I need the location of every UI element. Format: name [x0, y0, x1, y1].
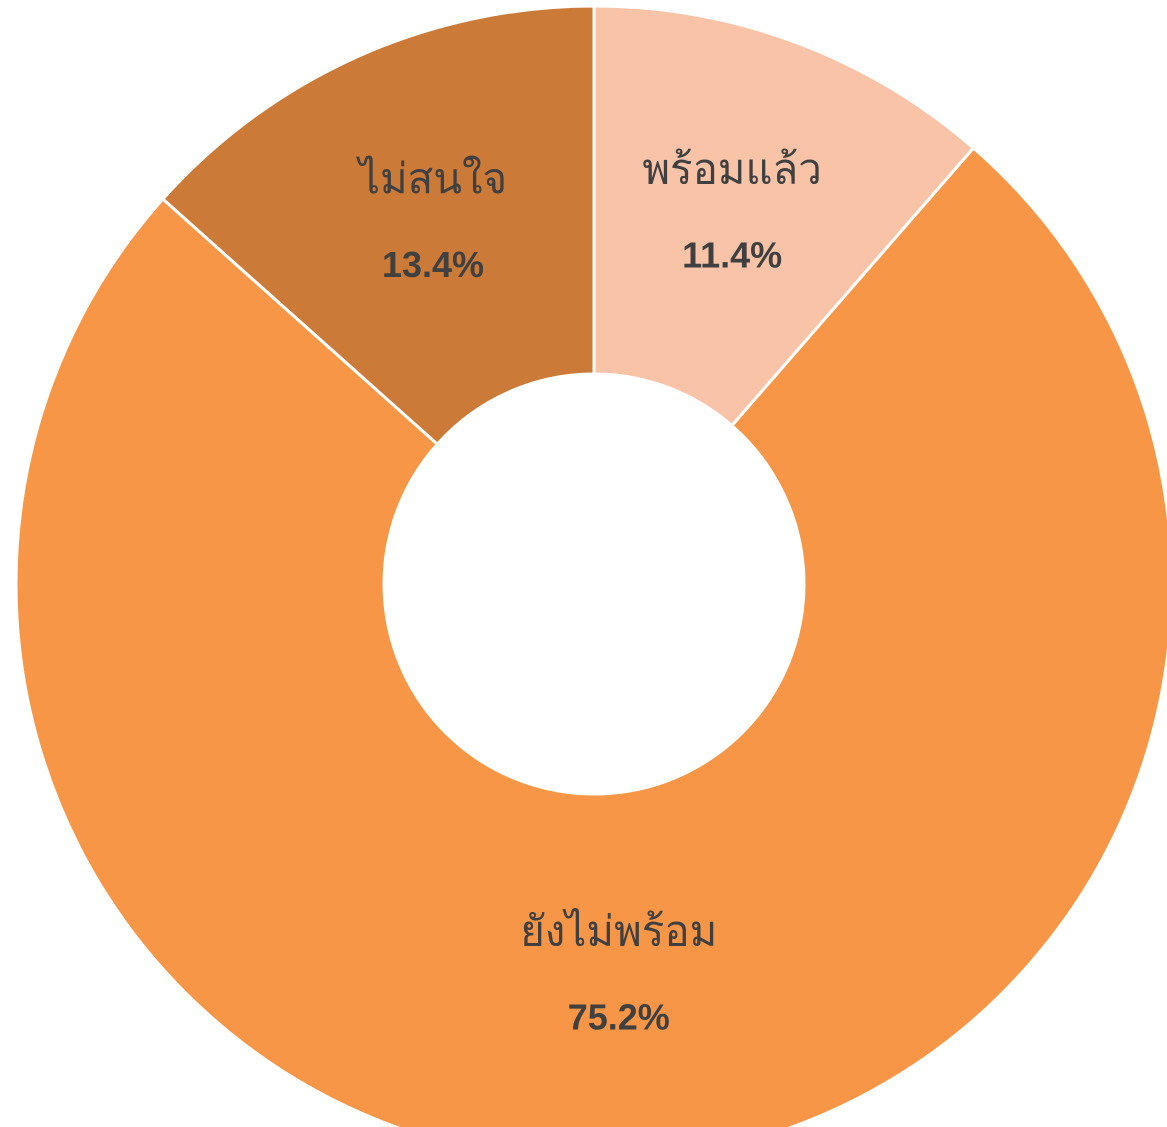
slice-name: ไม่สนใจ — [356, 154, 507, 203]
slice-name: ยังไม่พร้อม — [520, 907, 717, 956]
slice-value: 75.2% — [568, 997, 670, 1038]
slice-value: 11.4% — [682, 235, 782, 276]
slice — [160, 4, 596, 447]
slice — [592, 4, 976, 428]
slice-value: 13.4% — [382, 244, 484, 285]
slice — [14, 145, 1167, 1127]
slice-name: พร้อมแล้ว — [642, 144, 822, 193]
